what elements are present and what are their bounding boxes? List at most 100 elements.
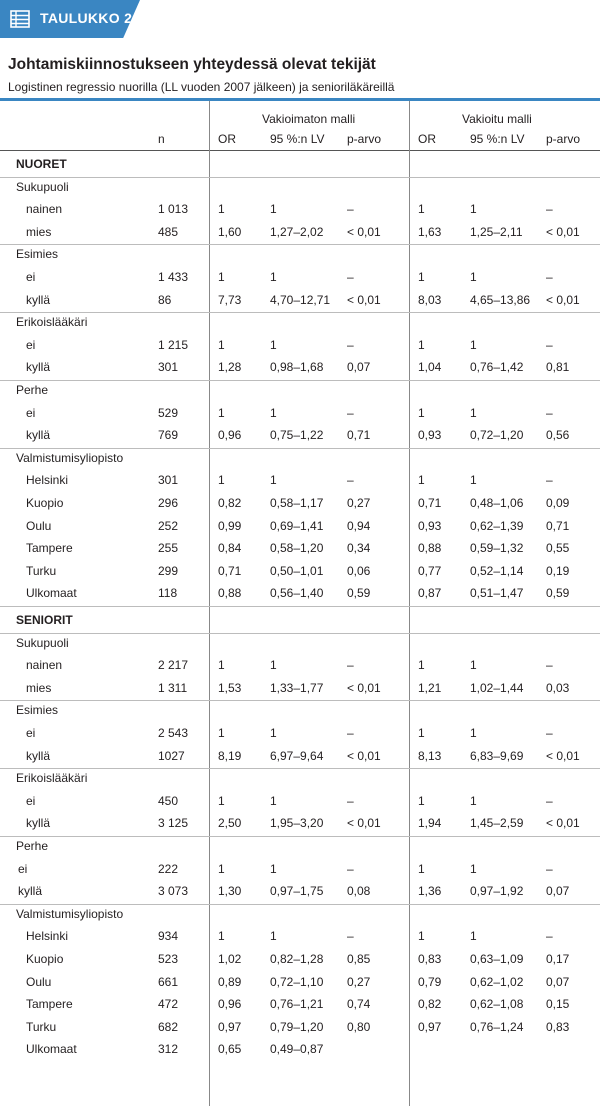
table-cell: – xyxy=(347,337,354,352)
table-cell: 682 xyxy=(158,1019,179,1034)
table-cell: 1 xyxy=(418,861,425,876)
row-label: Ulkomaat xyxy=(26,1042,77,1057)
row-label: ei xyxy=(26,270,36,284)
table-cell: 0,75–1,22 xyxy=(270,428,324,443)
table-cell: 8,03 xyxy=(418,292,442,307)
table-cell: 1 xyxy=(218,270,225,284)
table-cell: 0,49–0,87 xyxy=(270,1042,324,1057)
table-subtitle: Logistinen regressio nuorilla (LL vuoden… xyxy=(8,80,395,94)
row-separator xyxy=(0,836,600,837)
table-cell: < 0,01 xyxy=(347,816,381,831)
table-cell: 0,09 xyxy=(546,496,570,510)
table-cell: 0,96 xyxy=(218,997,242,1012)
table-row: ei 450 1 1 – 1 1 – xyxy=(0,790,600,812)
group-header-unadjusted: Vakioimaton malli xyxy=(262,112,356,126)
column-divider xyxy=(209,101,210,1106)
table-cell: 0,79 xyxy=(418,974,442,989)
table-cell: < 0,01 xyxy=(347,680,381,695)
table-cell: 523 xyxy=(158,952,179,966)
table-cell: 0,85 xyxy=(347,952,371,966)
table-cell: 1 013 xyxy=(158,202,189,217)
category-heading: Esimies xyxy=(0,699,600,721)
row-label: nainen xyxy=(26,658,63,673)
table-cell: 0,88 xyxy=(218,586,242,601)
table-cell: 0,82 xyxy=(218,496,242,510)
row-label: Helsinki xyxy=(26,473,69,488)
table-cell: 1 xyxy=(418,405,425,420)
table-row: kyllä 769 0,96 0,75–1,22 0,71 0,93 0,72–1,20 0,… xyxy=(0,424,600,446)
table-cell: 1 xyxy=(218,929,225,944)
table-cell: 1,60 xyxy=(218,224,242,239)
col-header-ci-adj: 95 %:n LV xyxy=(470,132,525,146)
table-row: Turku 299 0,71 0,50–1,01 0,06 0,77 0,52–1,14 0,… xyxy=(0,560,600,582)
table-cell: 0,69–1,41 xyxy=(270,518,324,533)
badge-label: TAULUKKO 2. xyxy=(40,10,137,26)
table-cell: 7,73 xyxy=(218,292,242,307)
row-label: Helsinki xyxy=(26,929,69,944)
table-cell: 1,36 xyxy=(418,884,442,899)
table-row: Oulu 252 0,99 0,69–1,41 0,94 0,93 0,62–1,39 0,7… xyxy=(0,515,600,537)
table-cell: 1,04 xyxy=(418,360,442,375)
row-separator xyxy=(0,176,600,178)
table-cell: 6,83–9,69 xyxy=(470,748,524,763)
table-icon xyxy=(10,10,30,28)
category-heading: Esimies xyxy=(0,243,600,265)
table-cell: 934 xyxy=(158,929,179,944)
table-cell: 1 xyxy=(270,861,277,876)
table-cell: 1 xyxy=(218,405,225,420)
table-cell: < 0,01 xyxy=(347,224,381,239)
table-cell: 1 xyxy=(470,929,477,944)
table-cell: 0,27 xyxy=(347,496,371,510)
category-heading: Valmistumisyliopisto xyxy=(0,447,600,469)
table-cell: 0,55 xyxy=(546,541,570,556)
table-cell: 0,89 xyxy=(218,974,242,989)
table-cell: 1 xyxy=(470,793,477,808)
table-cell: 0,74 xyxy=(347,997,371,1012)
table-cell: 1 xyxy=(470,658,477,673)
table-row: Tampere 255 0,84 0,58–1,20 0,34 0,88 0,59–1,32… xyxy=(0,537,600,559)
table-cell: 1 xyxy=(418,473,425,488)
table-cell: 0,79–1,20 xyxy=(270,1019,324,1034)
table-cell: 1 xyxy=(470,473,477,488)
table-cell: 0,62–1,39 xyxy=(470,518,524,533)
table-row: kyllä 3 073 1,30 0,97–1,75 0,08 1,36 0,97–1,92… xyxy=(0,880,600,902)
table-row: Helsinki 301 1 1 – 1 1 – xyxy=(0,469,600,491)
table-cell: – xyxy=(546,793,553,808)
column-divider xyxy=(409,101,410,1106)
table-cell: 0,08 xyxy=(347,884,371,899)
table-cell: 450 xyxy=(158,793,179,808)
table-cell: 0,48–1,06 xyxy=(470,496,524,510)
col-header-or: OR xyxy=(218,132,236,146)
table-cell: 485 xyxy=(158,224,179,239)
table-cell: 0,71 xyxy=(218,563,242,578)
table-cell: 1 xyxy=(418,726,425,740)
row-label: Erikoislääkäri xyxy=(16,315,88,330)
table-cell: 0,76–1,24 xyxy=(470,1019,524,1034)
table-cell: – xyxy=(347,726,354,740)
row-label: Kuopio xyxy=(26,952,64,966)
table-cell: 0,06 xyxy=(347,563,371,578)
table-cell: 1,25–2,11 xyxy=(470,224,523,239)
table-cell: 472 xyxy=(158,997,179,1012)
table-cell: 0,51–1,47 xyxy=(470,586,524,601)
table-cell: 1,63 xyxy=(418,224,442,239)
table-cell: < 0,01 xyxy=(546,748,580,763)
table-title: Johtamiskiinnostukseen yhteydessä olevat… xyxy=(8,56,376,73)
table-cell: 0,93 xyxy=(418,518,442,533)
table-cell: 529 xyxy=(158,405,179,420)
table-cell: 0,15 xyxy=(546,997,570,1012)
table-cell: 1 433 xyxy=(158,270,189,284)
table-cell: 1 xyxy=(218,726,225,740)
table-cell: 0,62–1,08 xyxy=(470,997,524,1012)
table-cell: 0,82 xyxy=(418,997,442,1012)
table-cell: – xyxy=(546,658,553,673)
row-label: Esimies xyxy=(16,247,59,262)
col-header-or-adj: OR xyxy=(418,132,436,146)
table-cell: 0,59 xyxy=(546,586,570,601)
table-cell: 0,83 xyxy=(418,952,442,966)
row-separator xyxy=(0,700,600,702)
row-separator xyxy=(0,768,600,770)
table-cell: 1,45–2,59 xyxy=(470,816,524,831)
table-badge: TAULUKKO 2. xyxy=(0,0,140,38)
table-cell: – xyxy=(347,270,354,284)
